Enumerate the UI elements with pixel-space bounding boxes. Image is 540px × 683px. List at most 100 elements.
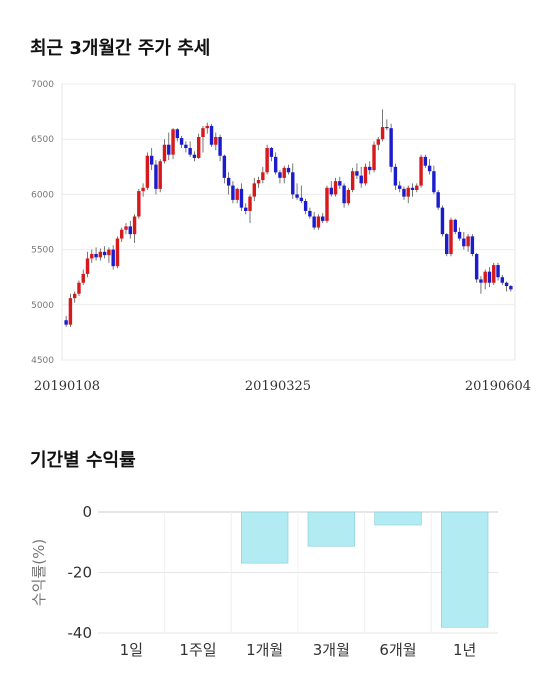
candle [393,163,398,190]
price-y-tick-label: 5000 [31,301,54,311]
candle [149,148,154,171]
candle [308,207,312,219]
returns-x-tick-label: 1년 [453,641,476,659]
candle-body [111,249,115,267]
candle-body [479,279,483,283]
candle-body [179,138,184,145]
candle-body [415,185,419,190]
candle [269,146,274,162]
candle [376,136,381,151]
candle [504,281,509,292]
candle [256,176,261,188]
candle-body [175,129,180,139]
price-trend-title: 최근 3개월간 주가 추세 [30,38,211,59]
candle-body [201,128,205,137]
candle-body [162,144,167,162]
candle [359,166,363,188]
candle-body [273,156,278,173]
price-x-tick-label: 20190108 [34,379,100,394]
candle [291,163,295,199]
candle-body [303,201,308,211]
candle [436,189,440,210]
price-y-tick-label: 6000 [31,190,54,200]
candle-body [462,238,466,247]
candle-body [188,148,192,155]
candle [158,159,162,193]
candle-body [509,286,513,290]
price-y-tick-label: 4500 [31,356,54,366]
candle-body [68,298,73,325]
candle-body [124,226,128,230]
candle-body [350,171,355,190]
candle [303,198,308,215]
returns-x-tick-label: 1일 [120,641,143,659]
candle [244,203,248,215]
returns-x-tick-label: 1개월 [246,641,283,659]
candle-body [410,187,415,190]
candle [77,280,81,296]
candle [432,165,436,195]
candle [162,139,167,164]
price-chart-x-ticks: 20190108 20190325 20190604 [34,379,531,394]
returns-chart-grid [98,511,498,634]
candle-body [120,229,124,239]
returns-x-tick-label: 6개월 [379,641,416,659]
candle-body [449,219,453,255]
candle-body [145,155,150,188]
candle-body [393,166,398,186]
returns-bar [307,511,355,547]
candle-body [226,177,231,186]
candle [111,245,115,270]
candle-body [419,156,423,186]
candle [449,217,453,257]
candle-body [248,196,252,211]
candle-body [239,188,244,208]
price-chart-y-ticks: 7000 6500 6000 5500 5000 4500 [31,80,54,366]
candle [316,214,321,230]
candle [496,262,500,281]
price-x-tick-label: 20190325 [245,379,311,394]
candle-body [192,154,197,158]
candle-body [278,172,282,178]
returns-x-tick-label: 1주일 [179,641,216,659]
candle-body [325,187,329,221]
candle-body [346,189,351,204]
returns-chart-bars [241,511,489,628]
candle-body [98,251,103,258]
candle-body [282,167,286,178]
candle-body [107,249,111,256]
candle [137,188,141,219]
candle-body [299,197,304,202]
candle [98,248,103,261]
candle [406,185,410,204]
returns-bar [241,511,289,564]
candle-body [492,265,496,283]
candle [235,187,239,204]
candle [470,234,475,257]
candle [402,186,406,200]
period-returns-title: 기간별 수익률 [30,450,136,471]
candle [487,267,492,288]
candle [175,128,180,142]
candle-body [380,127,385,140]
candle-body [64,320,68,325]
candle-body [376,139,381,145]
candle [102,246,107,259]
candle-body [149,155,154,165]
candle-body [355,171,359,176]
candle [188,141,192,157]
candle-body [77,282,81,294]
candle [205,122,209,134]
candle-body [500,277,505,283]
candle [128,220,132,239]
candle [363,163,368,186]
candle-body [128,226,132,235]
candle [350,167,355,193]
candle [338,176,342,189]
candle-body [265,148,269,173]
candle [368,161,372,175]
candle [342,183,346,208]
candle [423,154,428,168]
candle [72,291,77,303]
candle-body [457,231,462,239]
